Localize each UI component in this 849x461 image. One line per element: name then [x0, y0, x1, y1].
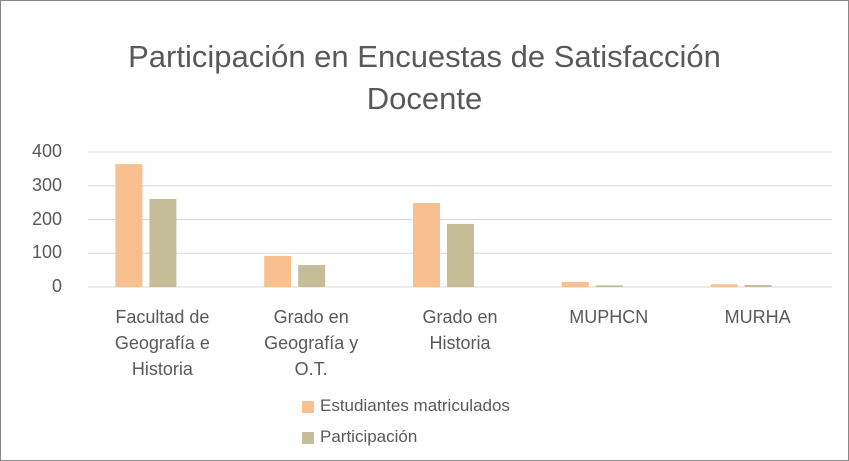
- y-tick-label: 300: [31, 174, 62, 195]
- y-tick-label: 100: [31, 242, 62, 263]
- y-tick-label: 200: [31, 208, 62, 229]
- bar: [744, 284, 772, 287]
- x-tick-label: MURHA: [724, 307, 791, 327]
- bar: [595, 285, 623, 287]
- bar: [264, 255, 292, 287]
- x-tick-label: MUPHCN: [569, 307, 649, 327]
- bar: [447, 223, 474, 287]
- legend-label: Participación: [320, 427, 418, 446]
- bar: [298, 265, 326, 287]
- legend-label: Estudiantes matriculados: [320, 396, 510, 415]
- legend-swatch: [302, 432, 314, 444]
- bar: [115, 164, 143, 287]
- x-tick-label: Grado en Historia: [422, 307, 498, 353]
- y-tick-label: 400: [31, 141, 62, 161]
- chart-title: Participación en Encuestas de Satisfacci…: [128, 39, 721, 116]
- legend-swatch: [302, 401, 314, 413]
- bar: [149, 198, 177, 287]
- x-tick-label: Facultad de Geografía e Historia: [114, 307, 210, 379]
- x-tick-label: Grado en Geografía y O.T.: [264, 307, 359, 379]
- y-tick-label: 0: [51, 276, 62, 296]
- bar: [710, 284, 738, 287]
- bar: [413, 202, 440, 287]
- bar: [561, 281, 589, 287]
